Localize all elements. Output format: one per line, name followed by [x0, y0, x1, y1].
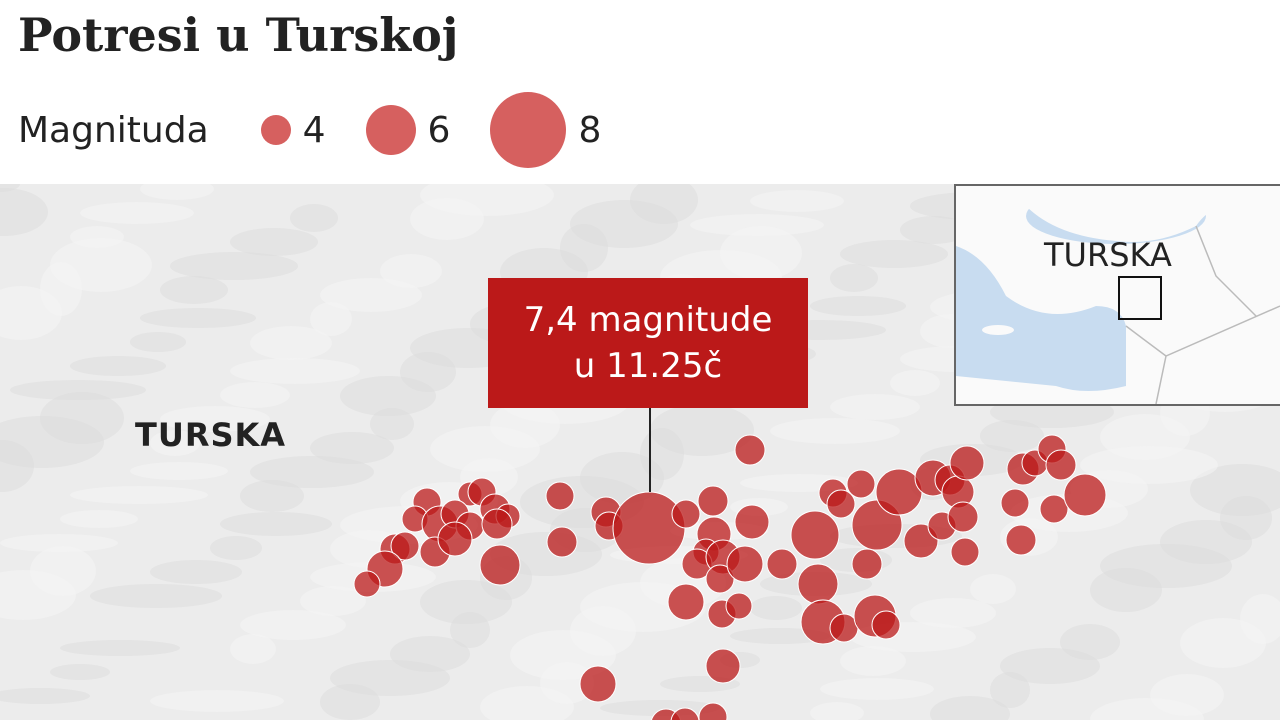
magnitude-legend: Magnituda 4 6 8 — [18, 90, 641, 170]
legend-dot-4 — [260, 115, 291, 145]
earthquake-marker — [766, 548, 798, 580]
earthquake-marker — [670, 707, 700, 720]
legend-dot-6 — [365, 105, 416, 155]
earthquake-marker — [546, 526, 578, 558]
legend-label: Magnituda — [18, 109, 209, 151]
earthquake-marker — [479, 544, 521, 586]
earthquake-marker — [545, 481, 575, 511]
earthquake-marker — [725, 592, 753, 620]
earthquake-marker — [1000, 488, 1030, 518]
legend-value-4: 4 — [302, 109, 326, 151]
legend-value-8: 8 — [578, 109, 602, 151]
earthquake-marker — [353, 570, 381, 598]
page-title: Potresi u Turskoj — [18, 8, 459, 62]
earthquake-marker — [390, 531, 420, 561]
legend-value-6: 6 — [427, 109, 451, 151]
earthquake-marker — [846, 469, 876, 499]
earthquake-marker — [726, 545, 764, 583]
earthquake-marker — [826, 489, 856, 519]
earthquake-marker — [734, 504, 770, 540]
earthquake-marker — [851, 548, 883, 580]
earthquake-marker — [1039, 494, 1069, 524]
earthquake-marker — [705, 648, 741, 684]
inset-country-label: TURSKA — [1044, 236, 1172, 274]
earthquake-marker — [790, 510, 840, 560]
earthquake-marker — [481, 508, 513, 540]
earthquake-marker — [797, 563, 839, 605]
earthquake-marker — [698, 702, 728, 720]
earthquake-marker — [579, 665, 617, 703]
locator-inset-map: TURSKA — [954, 184, 1280, 406]
callout-line-2: u 11.25č — [573, 346, 723, 386]
earthquake-marker — [734, 434, 766, 466]
earthquake-marker — [1005, 524, 1037, 556]
main-quake-callout: 7,4 magnitude u 11.25č — [488, 278, 808, 408]
earthquake-marker — [697, 485, 729, 517]
earthquake-marker — [437, 521, 473, 557]
earthquake-marker — [1063, 473, 1107, 517]
inset-geography — [956, 186, 1280, 404]
map[interactable]: TURSKA 7,4 magnitude u 11.25č TURSKA — [0, 184, 1280, 720]
callout-line-1: 7,4 magnitude — [523, 300, 773, 340]
earthquake-marker — [1045, 449, 1077, 481]
earthquake-marker — [947, 501, 979, 533]
earthquake-marker — [612, 491, 686, 565]
earthquake-marker — [705, 564, 735, 594]
earthquake-marker — [949, 445, 985, 481]
callout-leader-line — [649, 408, 651, 492]
earthquake-marker — [667, 583, 705, 621]
legend-dot-8 — [490, 92, 567, 168]
earthquake-marker — [950, 537, 980, 567]
country-label: TURSKA — [135, 416, 287, 454]
earthquake-marker — [871, 610, 901, 640]
earthquake-marker — [671, 499, 701, 529]
zoom-area-marker — [1118, 276, 1162, 320]
